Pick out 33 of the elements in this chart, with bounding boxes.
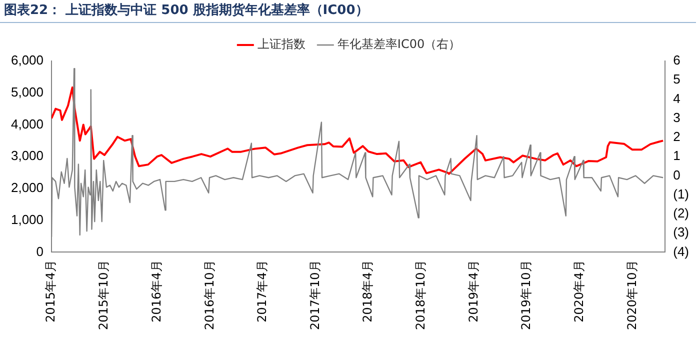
y-tick-label: 2,000 bbox=[10, 180, 44, 196]
y2-tick-label: (3) bbox=[673, 224, 689, 240]
y-tick-label: 0 bbox=[36, 244, 44, 259]
x-tick-label: 2020年10月 bbox=[625, 260, 640, 330]
x-tick-label: 2016年10月 bbox=[202, 260, 216, 330]
y-tick-label: 3,000 bbox=[10, 148, 44, 164]
legend-label: 年化基差率IC00（右） bbox=[337, 37, 461, 52]
y2-tick-label: 5 bbox=[673, 72, 680, 87]
y2-tick-label: 3 bbox=[673, 110, 680, 125]
legend-label: 上证指数 bbox=[257, 37, 306, 52]
y2-tick-label: (1) bbox=[673, 186, 689, 202]
y2-tick-label: 4 bbox=[673, 90, 680, 106]
y2-tick-label: 2 bbox=[673, 129, 680, 144]
chart-title: 图表22： 上证指数与中证 500 股指期货年化基差率（IC00） bbox=[0, 0, 696, 23]
x-tick-label: 2017年10月 bbox=[308, 260, 322, 330]
y2-tick-label: (2) bbox=[673, 206, 689, 221]
x-tick-label: 2017年4月 bbox=[255, 260, 270, 322]
x-tick-label: 2016年4月 bbox=[150, 260, 164, 322]
x-tick-label: 2020年4月 bbox=[572, 260, 586, 322]
x-tick-label: 2019年10月 bbox=[519, 260, 534, 330]
x-tick-label: 2015年4月 bbox=[44, 260, 58, 322]
y2-tick-label: (4) bbox=[673, 244, 689, 259]
y-tick-label: 1,000 bbox=[10, 212, 44, 227]
x-tick-label: 2018年4月 bbox=[360, 260, 375, 322]
y-tick-label: 6,000 bbox=[10, 52, 44, 68]
x-tick-label: 2018年10月 bbox=[414, 260, 428, 330]
x-tick-label: 2015年10月 bbox=[96, 260, 111, 330]
y2-tick-label: 1 bbox=[673, 148, 680, 164]
y2-tick-label: 0 bbox=[673, 167, 680, 182]
x-tick-label: 2019年4月 bbox=[466, 260, 480, 322]
y2-tick-label: 6 bbox=[673, 52, 680, 68]
y-tick-label: 5,000 bbox=[10, 84, 44, 100]
y-tick-label: 4,000 bbox=[10, 116, 44, 132]
